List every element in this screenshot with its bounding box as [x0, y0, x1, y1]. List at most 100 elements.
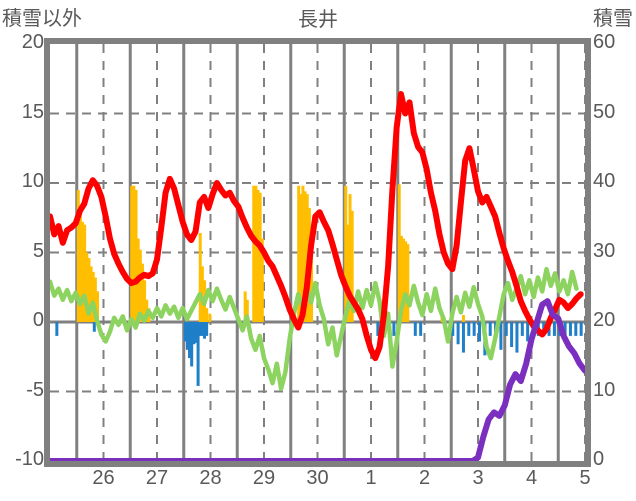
precip-bar: [78, 210, 82, 322]
left-tick-label: -10: [15, 448, 44, 470]
precip-bar: [91, 271, 95, 322]
precip-bar: [130, 185, 134, 322]
snowfall-bar: [515, 322, 519, 353]
snowfall-bar: [456, 322, 460, 345]
snowfall-bar: [185, 322, 189, 350]
x-tick-label: 2: [418, 467, 431, 489]
precip-bar: [256, 189, 260, 322]
precip-bar: [461, 315, 465, 322]
precip-bar: [252, 185, 256, 322]
precip-bar: [81, 221, 85, 322]
right-tick-label: 40: [593, 170, 616, 192]
snowfall-bar: [568, 322, 572, 336]
precip-bar: [200, 266, 204, 322]
snowfall-bar: [419, 322, 423, 336]
snowfall-bar: [467, 322, 471, 336]
precip-bar: [243, 291, 247, 322]
precip-bar: [134, 189, 138, 322]
snowfall-bar: [413, 322, 417, 336]
precip-bar: [260, 238, 264, 322]
precip-bar: [397, 184, 401, 322]
precip-bar: [258, 192, 262, 322]
precip-bar: [301, 185, 305, 322]
snow-depth-line: [50, 298, 585, 461]
precip-bar: [303, 191, 307, 322]
precip-bar: [76, 189, 80, 322]
x-tick-label: 29: [252, 467, 276, 489]
snowfall-bar: [392, 322, 396, 336]
precip-bar: [399, 235, 403, 322]
precip-bar: [404, 241, 408, 322]
left-tick-label: 20: [21, 31, 44, 53]
precip-bar: [96, 291, 100, 322]
x-tick-label: 26: [92, 467, 115, 489]
precip-bar: [299, 194, 303, 322]
precip-bar: [132, 185, 136, 322]
x-tick-label: 28: [199, 467, 222, 489]
precip-bar: [344, 185, 348, 322]
snowfall-bar: [198, 322, 202, 336]
precip-bar: [85, 252, 89, 322]
precip-bar: [406, 244, 410, 322]
snowfall-bar: [526, 322, 530, 342]
snowfall-bar: [472, 322, 476, 336]
right-axis-title: 積雪: [593, 8, 633, 30]
snowfall-bar: [552, 322, 556, 336]
left-tick-label: 10: [21, 170, 44, 192]
snowfall-bar: [183, 322, 187, 342]
x-tick-label: 3: [472, 467, 484, 489]
precip-bar: [140, 263, 144, 322]
snowfall-bar: [200, 322, 204, 336]
right-tick-label: 20: [593, 309, 616, 331]
precip-bar: [205, 308, 209, 322]
wind-speed-line: [50, 266, 579, 391]
right-tick-label: 10: [593, 378, 616, 401]
snowfall-bar: [563, 322, 567, 336]
snowfall-bar: [376, 322, 380, 336]
left-tick-label: 15: [21, 100, 44, 123]
precip-bar: [350, 210, 354, 322]
snowfall-bar: [579, 322, 583, 336]
snowfall-bar: [203, 322, 207, 339]
precip-bar: [310, 249, 314, 322]
snowfall-bar: [478, 322, 481, 342]
precip-bar: [254, 185, 258, 322]
snowfall-bar: [504, 322, 508, 336]
snowfall-bar: [196, 322, 200, 386]
precip-bar: [83, 224, 87, 322]
snowfall-bar: [190, 322, 194, 367]
snowfall-bar: [188, 322, 192, 359]
plot-area: [50, 44, 585, 461]
x-tick-label: 1: [365, 467, 377, 489]
chart-canvas: [50, 44, 585, 461]
snowfall-bar: [92, 322, 96, 332]
left-tick-label: 5: [32, 239, 44, 262]
precip-bar: [143, 280, 147, 322]
snowfall-bar: [55, 322, 59, 336]
right-tick-label: 30: [593, 239, 616, 262]
right-tick-label: 50: [593, 100, 616, 123]
x-tick-label: 4: [525, 467, 538, 489]
snowfall-bar: [461, 322, 465, 353]
precip-bar: [208, 313, 212, 322]
left-tick-label: -5: [26, 378, 44, 401]
left-axis-title: 積雪以外: [2, 8, 82, 30]
temperature-line: [50, 91, 584, 362]
left-tick-label: 0: [32, 309, 44, 331]
precip-bar: [346, 224, 350, 322]
precip-bar: [402, 238, 406, 322]
x-tick-label: 27: [145, 467, 169, 489]
snowfall-bar: [205, 322, 209, 336]
precip-bar: [138, 249, 142, 322]
x-tick-label: 30: [306, 467, 329, 489]
x-tick-label: 5: [579, 467, 591, 489]
snowfall-bar: [451, 322, 455, 336]
precip-bar: [87, 258, 91, 322]
precip-bar: [93, 277, 97, 322]
precip-bar: [198, 233, 202, 322]
snowfall-bar: [520, 322, 524, 336]
snowfall-bar: [574, 322, 578, 336]
snowfall-bar: [488, 322, 492, 336]
chart-title: 長井: [298, 9, 338, 31]
precip-bar: [89, 266, 93, 322]
